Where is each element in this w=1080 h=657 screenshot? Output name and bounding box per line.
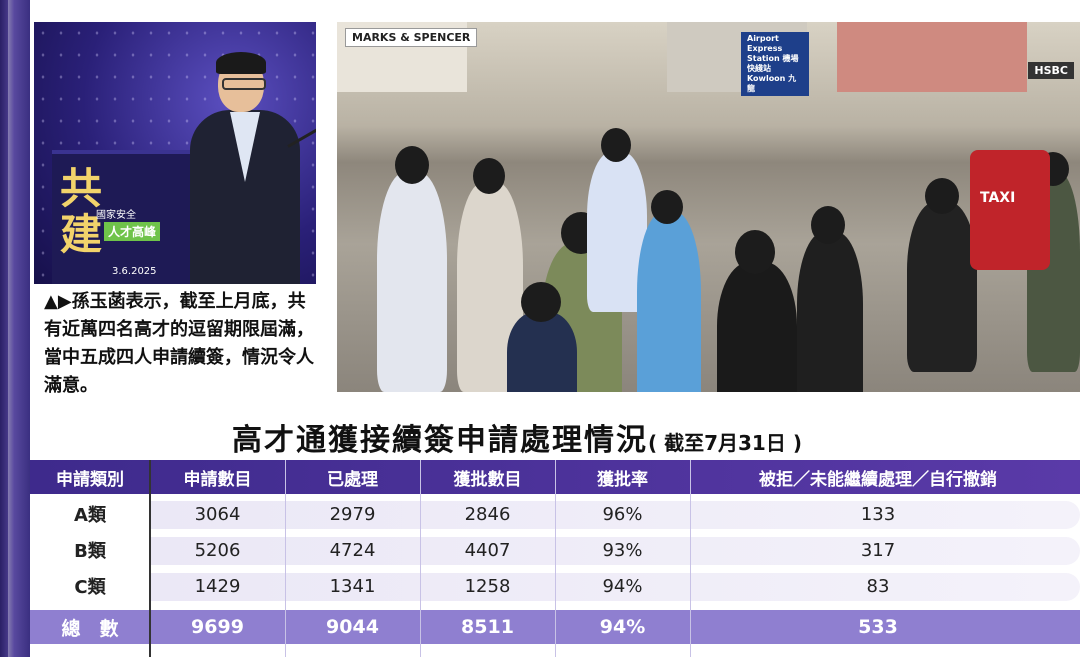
row-rate: 96% <box>602 503 643 525</box>
row-rate: 94% <box>602 575 643 597</box>
row-rejected: 133 <box>860 503 896 525</box>
road-sign: Airport Express Station 機場快綫站 Kowloon 九龍 <box>741 32 809 96</box>
podium-date: 3.6.2025 <box>112 266 157 277</box>
row-rejected: 317 <box>860 539 896 561</box>
table-title: 高才通獲接續簽申請處理情況( 截至7月31日 ) <box>232 415 802 459</box>
row-processed: 4724 <box>329 539 376 561</box>
street-crowd-photo: MARKS & SPENCER Airport Express Station … <box>337 22 1080 392</box>
total-approved: 8511 <box>461 616 514 638</box>
col-header-approved: 獲批數目 <box>453 469 522 490</box>
column-divider <box>149 460 151 657</box>
row-approved: 2846 <box>464 503 511 525</box>
row-category: A類 <box>74 505 106 526</box>
table-row: C類 1429 1341 1258 94% 83 <box>30 570 1080 602</box>
row-rate: 93% <box>602 539 643 561</box>
renewal-stats-table: 申請類別 申請數目 已處理 獲批數目 獲批率 被拒／未能繼續處理／自行撤銷 A類… <box>30 460 1080 657</box>
column-divider <box>420 460 421 657</box>
col-header-rate: 獲批率 <box>597 469 648 490</box>
store-sign: MARKS & SPENCER <box>345 28 478 47</box>
pedestrian-crowd <box>337 82 1080 392</box>
title-note: ( 截至7月31日 ) <box>648 431 802 455</box>
podium-subtitle: 國家安全 <box>96 210 136 221</box>
col-header-applications: 申請數目 <box>183 469 252 490</box>
row-approved: 1258 <box>464 575 511 597</box>
podium: 共 建 國家安全 人才高峰 3.6.2025 <box>52 150 202 284</box>
table-row: B類 5206 4724 4407 93% 317 <box>30 534 1080 566</box>
taxi: TAXI <box>970 150 1050 270</box>
table-row: A類 3064 2979 2846 96% 133 <box>30 498 1080 530</box>
row-processed: 1341 <box>329 575 376 597</box>
column-divider <box>555 460 556 657</box>
col-header-processed: 已處理 <box>327 469 378 490</box>
speaker-figure <box>184 52 316 284</box>
col-header-rejected: 被拒／未能繼續處理／自行撤銷 <box>759 469 997 490</box>
title-main: 高才通獲接續簽申請處理情況 <box>232 423 648 458</box>
podium-calligraphy: 共 建 <box>60 164 103 259</box>
bank-sign: HSBC <box>1028 62 1074 79</box>
col-header-category: 申請類別 <box>56 469 124 490</box>
row-processed: 2979 <box>329 503 376 525</box>
decorative-rail <box>0 0 30 657</box>
row-rejected: 83 <box>866 575 890 597</box>
total-applications: 9699 <box>191 616 244 638</box>
row-applications: 5206 <box>194 539 241 561</box>
row-category: C類 <box>74 577 106 598</box>
total-rate: 94% <box>599 616 646 638</box>
total-rejected: 533 <box>858 616 898 638</box>
speaker-photo: 共 建 國家安全 人才高峰 3.6.2025 <box>34 22 316 284</box>
total-processed: 9044 <box>326 616 379 638</box>
row-category: B類 <box>74 541 106 562</box>
photo-caption: ▲▶孫玉菡表示，截至上月底，共有近萬四名高才的逗留期限屆滿，當中五成四人申請續簽… <box>44 291 314 396</box>
row-applications: 3064 <box>194 503 241 525</box>
table-total-row: 總 數 9699 9044 8511 94% 533 <box>30 610 1080 644</box>
total-category: 總 數 <box>61 617 119 640</box>
podium-tag: 人才高峰 <box>104 222 161 241</box>
column-divider <box>285 460 286 657</box>
row-approved: 4407 <box>464 539 511 561</box>
row-applications: 1429 <box>194 575 241 597</box>
column-divider <box>690 460 691 657</box>
